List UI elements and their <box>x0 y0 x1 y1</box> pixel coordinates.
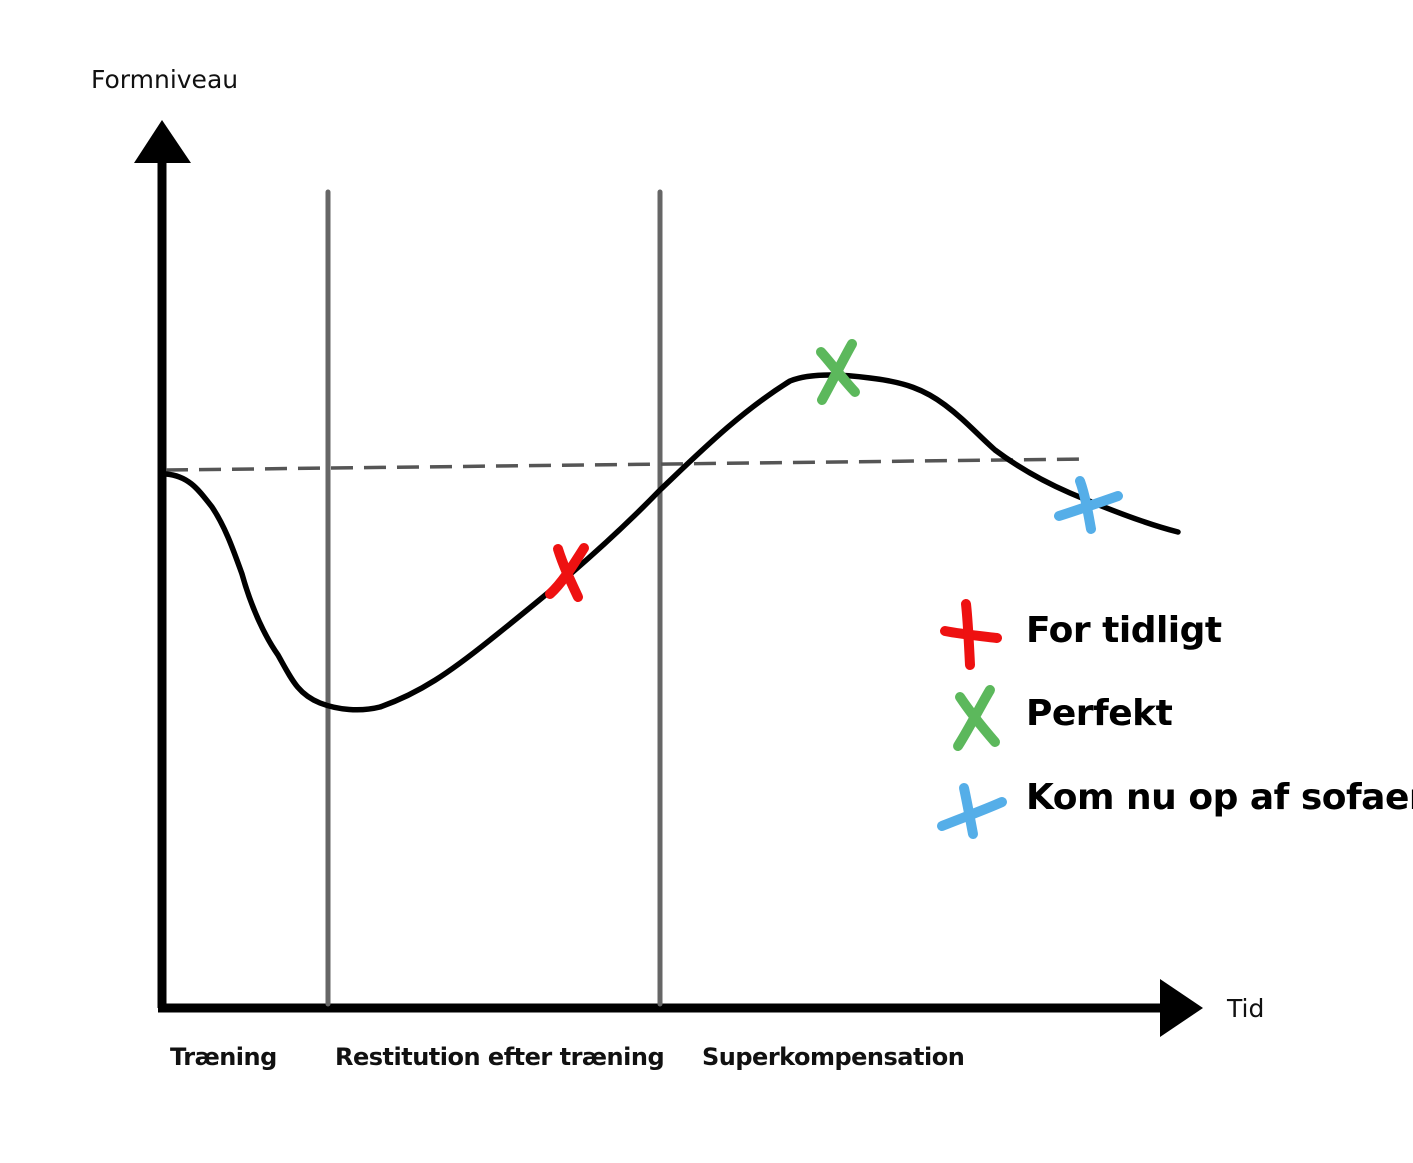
legend-early-icon <box>940 599 1002 670</box>
legend-label-early: For tidligt <box>1026 610 1222 651</box>
phase-label-training: Træning <box>170 1043 277 1071</box>
y-axis-title: Formniveau <box>91 65 238 94</box>
phase-label-recovery: Restitution efter træning <box>335 1043 664 1071</box>
x-axis-title: Tid <box>1226 994 1264 1023</box>
too-late-mark-icon <box>1054 476 1123 534</box>
legend-too-late-icon <box>937 783 1007 839</box>
legend: For tidligt Perfekt Kom nu op af sofaen <box>937 599 1413 839</box>
phase-label-supercompensation: Superkompensation <box>702 1043 964 1071</box>
x-axis-arrowhead <box>1160 979 1203 1037</box>
baseline-dashed-line <box>165 457 1087 472</box>
y-axis-arrowhead <box>134 120 191 163</box>
perfect-mark-icon <box>816 339 860 405</box>
legend-label-perfect: Perfekt <box>1026 693 1173 734</box>
performance-curve <box>163 372 1181 713</box>
legend-perfect-icon <box>953 685 1000 751</box>
legend-label-too-late: Kom nu op af sofaen <box>1026 777 1413 818</box>
early-mark-icon <box>545 543 589 602</box>
